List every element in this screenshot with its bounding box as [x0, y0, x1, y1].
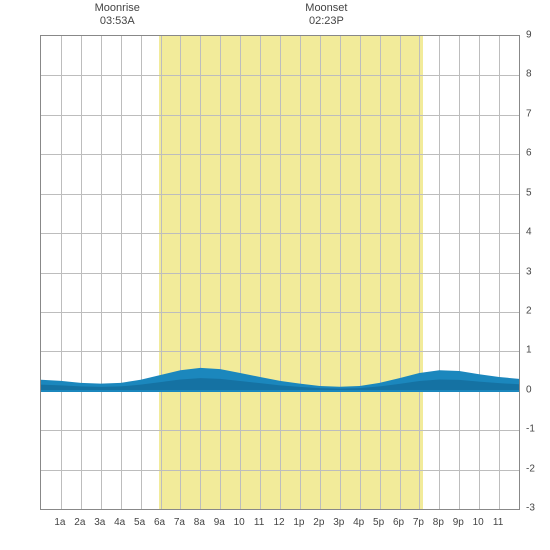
- y-tick: 8: [526, 69, 532, 80]
- tide-chart: Moonrise 03:53A Moonset 02:23P 1a 2a 3a 4a 5…: [0, 0, 550, 550]
- x-tick: 8p: [433, 517, 444, 528]
- x-tick: 5p: [373, 517, 384, 528]
- moonrise-time: 03:53A: [87, 15, 147, 28]
- y-tick: -2: [526, 463, 535, 474]
- x-tick: 10: [234, 517, 245, 528]
- x-tick: 6a: [154, 517, 165, 528]
- moonset-time: 02:23P: [296, 15, 356, 28]
- x-tick: 3p: [333, 517, 344, 528]
- x-tick: 4p: [353, 517, 364, 528]
- moon-header: Moonrise 03:53A Moonset 02:23P: [0, 2, 550, 34]
- x-tick: 2a: [74, 517, 85, 528]
- x-tick: 4a: [114, 517, 125, 528]
- zero-line: [41, 390, 519, 392]
- y-tick: 2: [526, 305, 532, 316]
- moonset-title: Moonset: [296, 2, 356, 15]
- x-tick: 7a: [174, 517, 185, 528]
- x-tick: 1p: [293, 517, 304, 528]
- y-axis: -3-2-10123456789: [520, 35, 545, 510]
- plot-area: [40, 35, 520, 510]
- x-tick: 7p: [413, 517, 424, 528]
- y-tick: 1: [526, 345, 532, 356]
- y-tick: 6: [526, 148, 532, 159]
- x-tick: 1a: [54, 517, 65, 528]
- y-tick: -3: [526, 503, 535, 514]
- y-tick: 0: [526, 384, 532, 395]
- x-tick: 11: [254, 517, 264, 528]
- x-tick: 3a: [94, 517, 105, 528]
- tide-curve: [41, 36, 519, 509]
- y-tick: 5: [526, 187, 532, 198]
- y-tick: 7: [526, 108, 532, 119]
- moonrise-title: Moonrise: [87, 2, 147, 15]
- x-tick: 11: [493, 517, 503, 528]
- moonset-label: Moonset 02:23P: [296, 2, 356, 28]
- x-tick: 12: [273, 517, 284, 528]
- y-tick: 3: [526, 266, 532, 277]
- x-tick: 8a: [194, 517, 205, 528]
- x-tick: 2p: [313, 517, 324, 528]
- x-axis: 1a 2a 3a 4a 5a 6a 7a 8a 9a 10 11 12 1p 2p 3p 4p 5p 6p 7p 8p…: [40, 515, 520, 535]
- x-tick: 5a: [134, 517, 145, 528]
- y-tick: 4: [526, 227, 532, 238]
- moonrise-label: Moonrise 03:53A: [87, 2, 147, 28]
- y-tick: 9: [526, 30, 532, 41]
- x-tick: 6p: [393, 517, 404, 528]
- x-tick: 10: [473, 517, 484, 528]
- y-tick: -1: [526, 424, 535, 435]
- x-tick: 9a: [214, 517, 225, 528]
- x-tick: 9p: [453, 517, 464, 528]
